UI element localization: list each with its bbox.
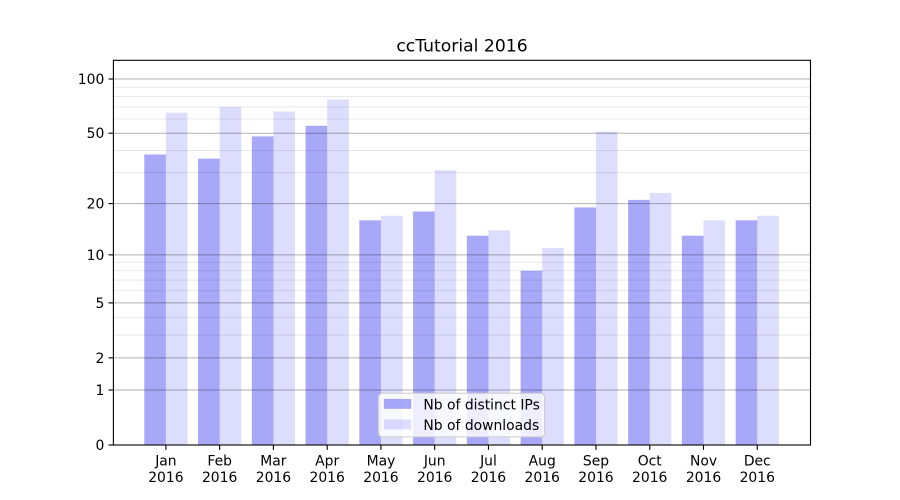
bar-downloads bbox=[488, 230, 511, 445]
bar-downloads bbox=[165, 112, 188, 445]
axes-layer: 0 1 2 5 10 20 50 100 Jan 2016 Feb 2016 Mar 2016 Apr 201… bbox=[78, 59, 812, 486]
bars-layer bbox=[144, 99, 779, 446]
y-tick-label: 10 bbox=[87, 248, 105, 264]
x-tick-label: Jun 2016 bbox=[417, 453, 452, 486]
bar-distinct-ips bbox=[574, 207, 596, 445]
bar-distinct-ips bbox=[359, 220, 381, 445]
axes-border bbox=[112, 59, 812, 446]
x-tick-label: Sep 2016 bbox=[578, 453, 613, 486]
bar-distinct-ips bbox=[466, 235, 489, 445]
y-tick-label: 0 bbox=[95, 438, 104, 454]
legend: Nb of distinct IPs Nb of downloads bbox=[377, 392, 546, 438]
legend-label-downloads: Nb of downloads bbox=[423, 418, 539, 434]
legend-swatch-downloads bbox=[383, 419, 412, 430]
gridlines-layer bbox=[113, 78, 811, 391]
legend-label-distinct-ips: Nb of distinct IPs bbox=[423, 397, 539, 413]
legend-box bbox=[377, 392, 546, 438]
x-tick-label: Feb 2016 bbox=[202, 453, 237, 486]
bar-distinct-ips bbox=[413, 211, 435, 445]
y-tick-label: 2 bbox=[95, 351, 104, 367]
y-tick-label: 100 bbox=[78, 72, 105, 88]
bar-distinct-ips bbox=[735, 220, 758, 445]
bar-distinct-ips bbox=[144, 154, 166, 446]
x-tick-label: Jul 2016 bbox=[471, 453, 506, 486]
bar-downloads bbox=[327, 99, 349, 445]
bar-distinct-ips bbox=[198, 158, 220, 445]
bar-downloads bbox=[434, 170, 457, 446]
x-tick-label: Nov 2016 bbox=[686, 453, 721, 486]
y-tick-label: 5 bbox=[95, 296, 104, 312]
x-tick-label: Mar 2016 bbox=[256, 453, 291, 486]
bar-downloads bbox=[380, 215, 403, 445]
bar-downloads bbox=[649, 192, 672, 445]
x-tick-label: Aug 2016 bbox=[525, 453, 560, 486]
y-tick-label: 1 bbox=[95, 383, 104, 399]
legend-swatch-distinct-ips bbox=[383, 398, 412, 409]
bar-distinct-ips bbox=[251, 136, 274, 445]
x-tick-label: Jan 2016 bbox=[148, 453, 183, 486]
y-tick-label: 50 bbox=[87, 126, 105, 142]
x-tick-label: Apr 2016 bbox=[310, 453, 345, 486]
bar-downloads bbox=[273, 111, 296, 445]
x-tick-label: Oct 2016 bbox=[632, 453, 667, 486]
bar-downloads bbox=[757, 215, 779, 445]
x-tick-label: May 2016 bbox=[363, 453, 398, 486]
y-tick-label: 20 bbox=[87, 196, 105, 212]
bar-distinct-ips bbox=[305, 125, 328, 445]
bar-downloads bbox=[542, 247, 564, 445]
bar-downloads bbox=[703, 220, 726, 445]
bar-distinct-ips bbox=[628, 199, 650, 445]
bar-downloads bbox=[595, 131, 618, 446]
chart-title: ccTutorial 2016 bbox=[396, 37, 527, 57]
bar-downloads bbox=[219, 106, 242, 445]
x-tick-label: Dec 2016 bbox=[740, 453, 775, 486]
bar-distinct-ips bbox=[681, 235, 704, 445]
